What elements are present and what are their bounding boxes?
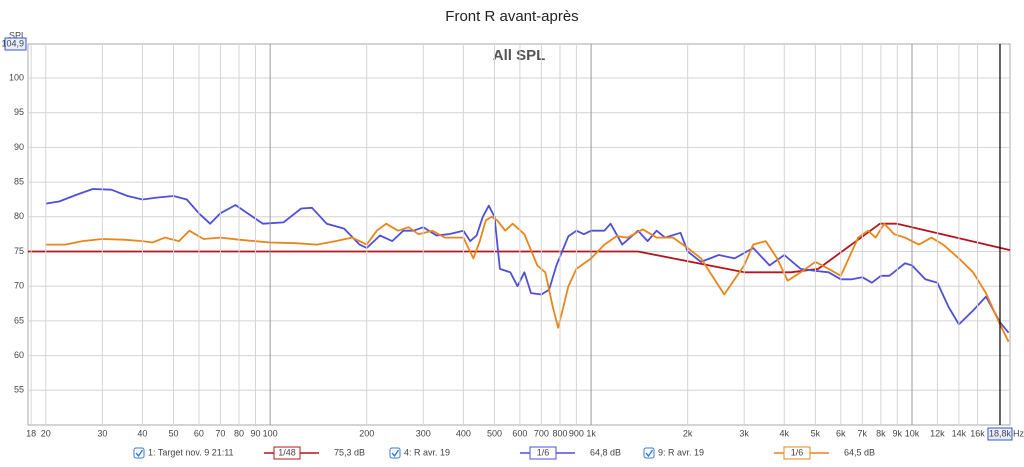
x-tick-label: 16k bbox=[970, 428, 985, 438]
x-tick-highlight bbox=[987, 427, 1013, 441]
x-tick-label: 9k bbox=[893, 428, 903, 438]
y-axis-label: SPL bbox=[9, 30, 26, 40]
x-tick-label: 20 bbox=[41, 428, 51, 438]
legend-check bbox=[391, 449, 400, 458]
x-tick-label: 30 bbox=[97, 428, 107, 438]
x-tick-label: 50 bbox=[169, 428, 179, 438]
x-tick-label: 500 bbox=[487, 428, 502, 438]
y-tick-label: 65 bbox=[14, 315, 24, 325]
y-tick-label: 95 bbox=[14, 107, 24, 117]
y-tick-label: 85 bbox=[14, 176, 24, 186]
x-tick-label: 80 bbox=[234, 428, 244, 438]
plot-subtitle: All SPL bbox=[493, 47, 546, 64]
cursor-value: 75,3 dB bbox=[334, 447, 365, 457]
x-tick-label: 18 bbox=[26, 428, 36, 438]
x-tick-label: 70 bbox=[215, 428, 225, 438]
x-tick-label: 1k bbox=[586, 428, 596, 438]
y-tick-label: 70 bbox=[14, 281, 24, 291]
y-tick-label: 55 bbox=[14, 385, 24, 395]
smoothing-label: 1/6 bbox=[791, 447, 804, 457]
x-tick-label: 8k bbox=[876, 428, 886, 438]
series-line bbox=[45, 188, 1010, 334]
cursor-value: 64,5 dB bbox=[844, 447, 875, 457]
x-tick-label: 100 bbox=[263, 428, 278, 438]
legend-label: 1: Target nov. 9 21:11 bbox=[148, 447, 234, 457]
x-tick-label: 10k bbox=[905, 428, 920, 438]
x-tick-label: 800 bbox=[552, 428, 567, 438]
y-tick-label: 90 bbox=[14, 142, 24, 152]
x-tick-label: 300 bbox=[416, 428, 431, 438]
y-tick-highlight bbox=[4, 37, 27, 51]
x-tick-label: 6k bbox=[836, 428, 846, 438]
smoothing-box bbox=[273, 446, 301, 460]
x-axis-label: Hz bbox=[1013, 428, 1024, 438]
x-tick-label: 4k bbox=[780, 428, 790, 438]
y-tick-label: 75 bbox=[14, 246, 24, 256]
y-tick-label: 104,9 bbox=[1, 38, 24, 48]
y-tick-label: 80 bbox=[14, 211, 24, 221]
x-tick-label: 200 bbox=[359, 428, 374, 438]
x-tick-label: 90 bbox=[250, 428, 260, 438]
x-tick-label: 900 bbox=[569, 428, 584, 438]
smoothing-box bbox=[783, 446, 811, 460]
legend-check bbox=[135, 449, 144, 458]
legend-label: 9: R avr. 19 bbox=[658, 447, 704, 457]
x-tick-label: 18,8k bbox=[989, 428, 1012, 438]
x-tick-label: 5k bbox=[811, 428, 821, 438]
legend-check bbox=[645, 449, 654, 458]
x-tick-label: 3k bbox=[739, 428, 749, 438]
x-tick-label: 2k bbox=[683, 428, 693, 438]
y-tick-label: 60 bbox=[14, 350, 24, 360]
x-tick-label: 400 bbox=[456, 428, 471, 438]
x-tick-label: 12k bbox=[930, 428, 945, 438]
x-tick-label: 60 bbox=[194, 428, 204, 438]
x-tick-label: 600 bbox=[512, 428, 527, 438]
x-tick-label: 14k bbox=[952, 428, 967, 438]
legend-label: 4: R avr. 19 bbox=[404, 447, 450, 457]
cursor-value: 64,8 dB bbox=[590, 447, 621, 457]
x-tick-label: 7k bbox=[858, 428, 868, 438]
smoothing-label: 1/6 bbox=[537, 447, 550, 457]
smoothing-box bbox=[529, 446, 557, 460]
x-tick-label: 700 bbox=[534, 428, 549, 438]
y-tick-label: 100 bbox=[9, 72, 24, 82]
chart-title: Front R avant-après bbox=[445, 8, 578, 25]
series-line bbox=[45, 215, 1010, 343]
x-tick-label: 40 bbox=[137, 428, 147, 438]
plot-area bbox=[27, 43, 1011, 426]
smoothing-label: 1/48 bbox=[278, 447, 296, 457]
